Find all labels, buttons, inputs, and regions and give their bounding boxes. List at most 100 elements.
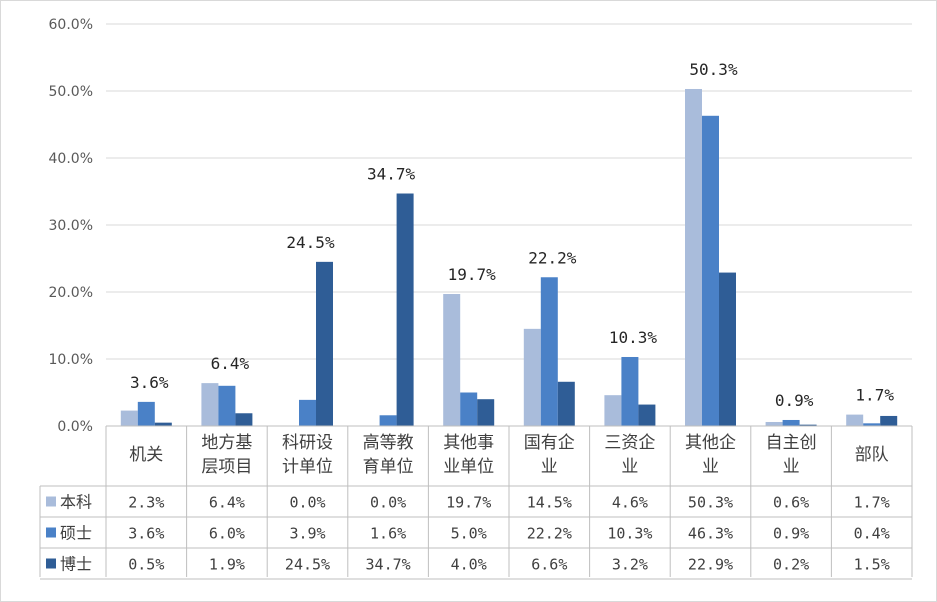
table-cell: 0.6%	[773, 494, 809, 512]
value-annotation: 34.7%	[367, 165, 416, 184]
category-label: 计单位	[282, 457, 333, 477]
table-cell: 2.3%	[128, 494, 164, 512]
table-cell: 0.0%	[370, 494, 406, 512]
table-cell: 0.4%	[854, 525, 890, 543]
legend-key	[46, 558, 56, 569]
legend-label: 本科	[60, 493, 92, 512]
table-cell: 22.2%	[527, 525, 572, 543]
bar-1	[765, 421, 783, 426]
bar-3	[557, 381, 575, 426]
y-tick-label: 30.0%	[49, 218, 93, 234]
bar-1	[685, 88, 702, 427]
value-annotation: 10.3%	[609, 328, 658, 347]
category-label: 国有企	[524, 433, 575, 453]
category-label: 育单位	[363, 457, 414, 477]
bar-1	[604, 395, 622, 426]
category-label: 三资企	[604, 433, 655, 453]
table-cell: 24.5%	[285, 556, 330, 574]
table-cell: 14.5%	[527, 494, 572, 512]
y-tick-label: 20.0%	[49, 285, 93, 301]
y-tick-label: 0.0%	[57, 419, 93, 435]
y-tick-label: 40.0%	[49, 151, 93, 167]
y-tick-label: 60.0%	[49, 17, 93, 33]
table-cell: 50.3%	[688, 494, 733, 512]
legend-label: 博士	[60, 555, 92, 574]
category-label: 部队	[855, 445, 889, 465]
bar-3	[880, 415, 898, 426]
bar-2	[299, 399, 316, 426]
value-annotation: 0.9%	[775, 391, 814, 410]
table-cell: 3.2%	[612, 556, 648, 574]
y-tick-label: 50.0%	[49, 84, 93, 100]
bar-2	[218, 385, 236, 426]
bar-3	[235, 413, 253, 426]
category-label: 机关	[129, 445, 163, 465]
bar-1	[846, 414, 864, 426]
table-cell: 5.0%	[451, 525, 487, 543]
table-cell: 4.6%	[612, 494, 648, 512]
category-label: 业单位	[443, 457, 494, 477]
table-cell: 4.0%	[451, 556, 487, 574]
table-cell: 6.6%	[531, 556, 567, 574]
bar-2	[137, 401, 155, 426]
legend-key	[46, 527, 56, 538]
bar-1	[120, 410, 138, 426]
bar-2	[379, 415, 397, 426]
category-label: 业	[783, 457, 800, 477]
bar-2	[782, 419, 800, 426]
bar-2	[460, 392, 478, 426]
bar-3	[316, 261, 333, 426]
bar-3	[799, 424, 817, 426]
value-annotation: 22.2%	[528, 248, 577, 267]
y-tick-label: 10.0%	[49, 352, 93, 368]
table-cell: 46.3%	[688, 525, 733, 543]
table-cell: 0.9%	[773, 525, 809, 543]
value-annotation: 24.5%	[286, 233, 335, 252]
value-annotation: 3.6%	[130, 373, 169, 392]
gridlines	[106, 23, 912, 360]
table-cell: 0.5%	[128, 556, 164, 574]
table-cell: 1.6%	[370, 525, 406, 543]
category-label: 业	[702, 457, 719, 477]
value-annotation: 6.4%	[211, 354, 250, 373]
bar-3	[154, 422, 172, 426]
category-label: 层项目	[201, 457, 252, 477]
bars	[120, 88, 898, 427]
table-cell: 10.3%	[607, 525, 652, 543]
category-label: 其他事	[443, 433, 494, 453]
bar-3	[477, 399, 495, 426]
bar-2	[702, 115, 719, 426]
bar-3	[638, 404, 656, 426]
table-cell: 1.5%	[854, 556, 890, 574]
table-cell: 34.7%	[366, 556, 411, 574]
table-cell: 22.9%	[688, 556, 733, 574]
category-label: 业	[621, 457, 638, 477]
table-cell: 6.4%	[209, 494, 245, 512]
bar-1	[201, 383, 219, 426]
category-label: 其他企	[685, 433, 736, 453]
y-axis-ticks: 0.0% 10.0% 20.0% 30.0% 40.0% 50.0% 60.0%	[49, 17, 93, 435]
bar-2	[621, 356, 639, 426]
legend-key	[46, 496, 56, 507]
value-annotations: 3.6% 6.4% 24.5% 34.7% 19.7% 22.2% 10.3% 50.3% 0.…	[130, 60, 894, 410]
category-label: 高等教	[363, 433, 414, 453]
category-label: 地方基	[201, 433, 252, 453]
table-cell: 6.0%	[209, 525, 245, 543]
table-cell: 1.7%	[854, 494, 890, 512]
table-cell: 3.9%	[289, 525, 325, 543]
bar-1	[523, 328, 541, 426]
table-cell: 0.0%	[289, 494, 325, 512]
bar-2	[863, 423, 881, 426]
value-annotation: 1.7%	[855, 386, 894, 405]
table-cell: 1.9%	[209, 556, 245, 574]
table-cell: 19.7%	[446, 494, 491, 512]
bar-3	[396, 193, 414, 426]
legend-label: 硕士	[60, 524, 92, 543]
category-label: 科研设	[282, 433, 333, 453]
bar-2	[540, 277, 558, 426]
category-label: 自主创	[766, 433, 817, 453]
table-cell: 0.2%	[773, 556, 809, 574]
